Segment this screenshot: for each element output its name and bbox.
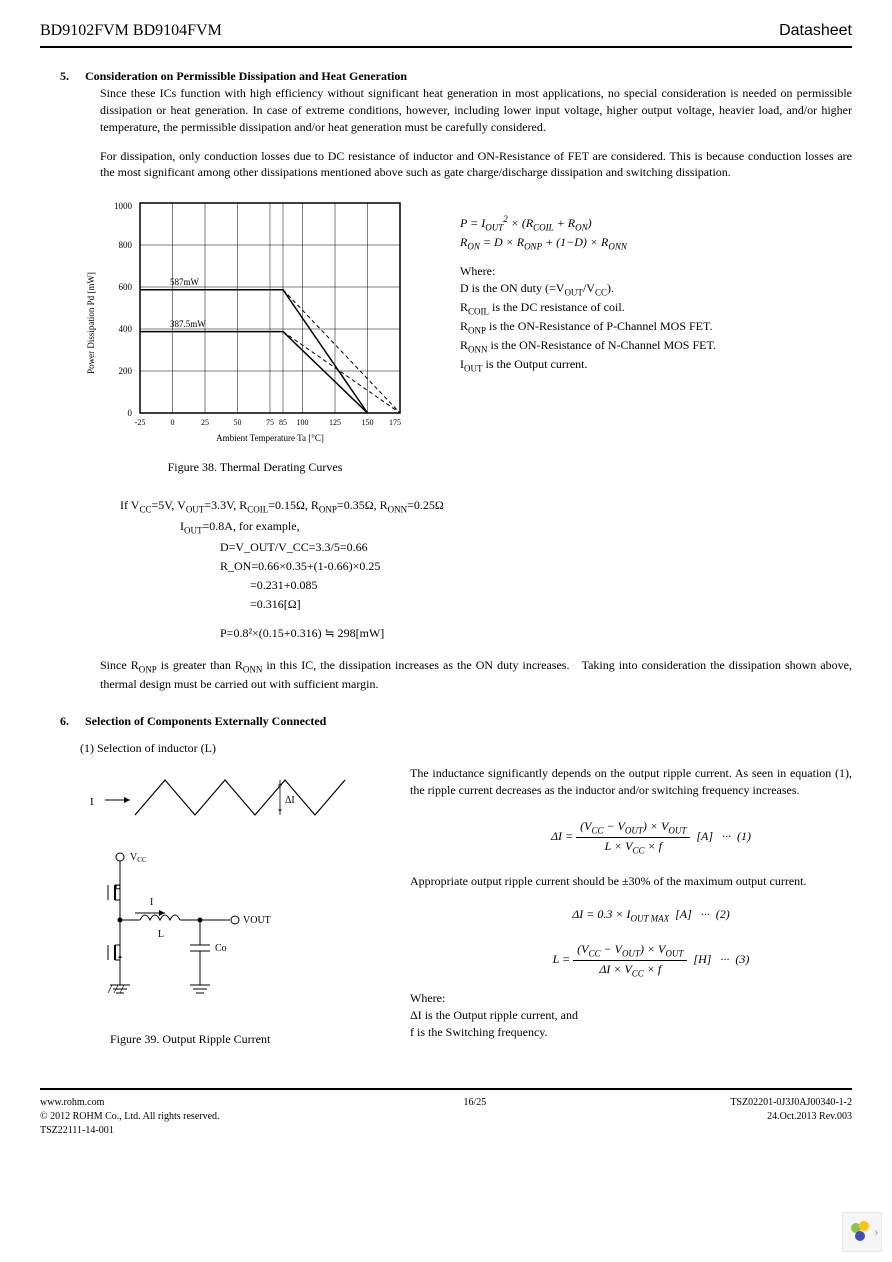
fig39-caption: Figure 39. Output Ripple Current bbox=[110, 1031, 380, 1048]
ripple-circuit: VCC bbox=[80, 845, 300, 1025]
footer-right: TSZ02201-0J3J0AJ00340-1-2 24.Oct.2013 Re… bbox=[730, 1096, 852, 1138]
svg-text:1000: 1000 bbox=[114, 201, 133, 211]
svg-text:0: 0 bbox=[171, 418, 175, 427]
footer-url: www.rohm.com bbox=[40, 1096, 220, 1110]
sub1-label: (1) Selection of inductor (L) bbox=[80, 740, 852, 757]
section-title-6: Selection of Components Externally Conne… bbox=[85, 714, 326, 728]
thermal-chart-block: 587mW 387.5mW 0 200 400 600 800 1000 -25… bbox=[80, 193, 430, 476]
footer-left: www.rohm.com © 2012 ROHM Co., Ltd. All r… bbox=[40, 1096, 220, 1138]
where-label-6: Where: bbox=[410, 990, 852, 1007]
page-footer: www.rohm.com © 2012 ROHM Co., Ltd. All r… bbox=[40, 1088, 852, 1138]
section-6: 6. Selection of Components Externally Co… bbox=[40, 713, 852, 1047]
svg-text:600: 600 bbox=[119, 282, 133, 292]
section-title: Consideration on Permissible Dissipation… bbox=[85, 69, 407, 83]
svg-text:100: 100 bbox=[297, 418, 309, 427]
svg-text:I: I bbox=[90, 796, 94, 808]
svg-text:VCC: VCC bbox=[130, 852, 147, 864]
svg-text:400: 400 bbox=[119, 324, 133, 334]
svg-text:25: 25 bbox=[201, 418, 209, 427]
fig38-caption: Figure 38. Thermal Derating Curves bbox=[80, 459, 430, 476]
thermal-derating-chart: 587mW 387.5mW 0 200 400 600 800 1000 -25… bbox=[80, 193, 420, 453]
section5-para1: Since these ICs function with high effic… bbox=[100, 85, 852, 135]
footer-tsz: TSZ22111-14-001 bbox=[40, 1124, 220, 1138]
svg-text:›: › bbox=[874, 1225, 879, 1240]
def-ronn: RONN is the ON-Resistance of N-Channel M… bbox=[460, 337, 852, 356]
svg-text:50: 50 bbox=[234, 418, 242, 427]
calc-2: R_ON=0.66×0.35+(1-0.66)×0.25 bbox=[220, 557, 852, 576]
footer-date: 24.Oct.2013 Rev.003 bbox=[730, 1110, 852, 1124]
svg-text:150: 150 bbox=[362, 418, 374, 427]
inductor-desc: The inductance significantly depends on … bbox=[410, 765, 852, 1048]
svg-text:200: 200 bbox=[119, 366, 133, 376]
page-header: BD9102FVM BD9104FVM Datasheet bbox=[40, 20, 852, 48]
svg-text:L: L bbox=[158, 929, 164, 940]
svg-text:75: 75 bbox=[266, 418, 274, 427]
eq3: L = (VCC − VOUT) × VOUT ΔI × VCC × f [H]… bbox=[450, 941, 852, 980]
svg-text:800: 800 bbox=[119, 240, 133, 250]
def-iout: IOUT is the Output current. bbox=[460, 356, 852, 375]
footer-copyright: © 2012 ROHM Co., Ltd. All rights reserve… bbox=[40, 1110, 220, 1124]
footer-docnum: TSZ02201-0J3J0AJ00340-1-2 bbox=[730, 1096, 852, 1110]
power-eq-2: RON = D × RONP + (1−D) × RONN bbox=[460, 234, 852, 253]
def-ronp: RONP is the ON-Resistance of P-Channel M… bbox=[460, 318, 852, 337]
svg-text:125: 125 bbox=[329, 418, 341, 427]
power-eq-1: P = IOUT2 × (RCOIL + RON) bbox=[460, 213, 852, 234]
svg-text:387.5mW: 387.5mW bbox=[170, 319, 206, 329]
svg-text:0: 0 bbox=[128, 408, 133, 418]
calc-3: =0.231+0.085 bbox=[250, 576, 852, 595]
svg-text:VOUT: VOUT bbox=[243, 915, 271, 926]
section6-para1: The inductance significantly depends on … bbox=[410, 765, 852, 799]
chart-and-equations: 587mW 387.5mW 0 200 400 600 800 1000 -25… bbox=[80, 193, 852, 476]
svg-text:ΔI: ΔI bbox=[285, 795, 295, 806]
power-equation-block: P = IOUT2 × (RCOIL + RON) RON = D × RONP… bbox=[460, 193, 852, 476]
def-rcoil: RCOIL is the DC resistance of coil. bbox=[460, 299, 852, 318]
worked-example: If VCC=5V, VOUT=3.3V, RCOIL=0.15Ω, RONP=… bbox=[120, 496, 852, 644]
footer-page: 16/25 bbox=[220, 1096, 731, 1138]
svg-text:Power Dissipation Pd [mW]: Power Dissipation Pd [mW] bbox=[86, 272, 96, 374]
svg-text:Co: Co bbox=[215, 943, 227, 954]
calc-4: =0.316[Ω] bbox=[250, 595, 852, 614]
example-given: If VCC=5V, VOUT=3.3V, RCOIL=0.15Ω, RONP=… bbox=[120, 496, 852, 517]
eq2: ΔI = 0.3 × IOUT MAX [A] ··· (2) bbox=[450, 906, 852, 925]
svg-text:Ambient Temperature Ta [°C]: Ambient Temperature Ta [°C] bbox=[216, 433, 324, 443]
def-f: f is the Switching frequency. bbox=[410, 1024, 852, 1041]
def-d: D is the ON duty (=VOUT/VCC). bbox=[460, 280, 852, 299]
section-num: 5. bbox=[60, 68, 82, 85]
part-numbers: BD9102FVM BD9104FVM bbox=[40, 20, 222, 42]
section6-para2: Appropriate output ripple current should… bbox=[410, 873, 852, 890]
example-note: Since RONP is greater than RONN in this … bbox=[100, 657, 852, 693]
datasheet-label: Datasheet bbox=[779, 20, 852, 42]
where-label: Where: bbox=[460, 263, 852, 280]
svg-text:587mW: 587mW bbox=[170, 277, 200, 287]
section5-para2: For dissipation, only conduction losses … bbox=[100, 148, 852, 182]
svg-text:85: 85 bbox=[279, 418, 287, 427]
eq1: ΔI = (VCC − VOUT) × VOUT L × VCC × f [A]… bbox=[450, 818, 852, 857]
section-num-6: 6. bbox=[60, 713, 82, 730]
section-5: 5. Consideration on Permissible Dissipat… bbox=[40, 68, 852, 181]
calc-5: P=0.8²×(0.15+0.316) ≒ 298[mW] bbox=[220, 624, 852, 643]
svg-text:I: I bbox=[150, 897, 153, 908]
svg-text:175: 175 bbox=[389, 418, 401, 427]
example-iout: IOUT=0.8A, for example, bbox=[180, 517, 852, 538]
calc-1: D=V_OUT/V_CC=3.3/5=0.66 bbox=[220, 538, 852, 557]
ripple-figure-block: I ΔI VCC bbox=[80, 765, 380, 1048]
nav-corner-icon[interactable]: › bbox=[842, 1212, 882, 1252]
def-di: ΔI is the Output ripple current, and bbox=[410, 1007, 852, 1024]
ripple-waveform: I ΔI bbox=[80, 765, 360, 845]
svg-text:-25: -25 bbox=[135, 418, 146, 427]
